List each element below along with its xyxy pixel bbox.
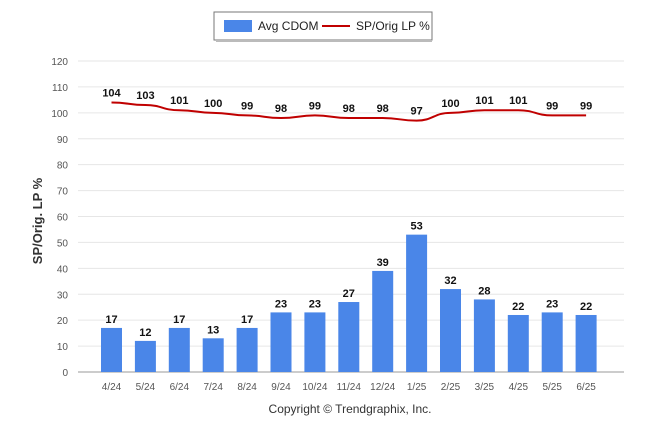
x-tick-label-6-24: 6/24 — [170, 382, 190, 393]
bar-8-24 — [236, 327, 258, 372]
bar-1-25 — [406, 234, 428, 372]
line-value-label-9-24: 98 — [275, 103, 287, 115]
y-tick-label-100: 100 — [51, 109, 68, 120]
bar-4-24 — [101, 327, 122, 372]
copyright-text: Copyright © Trendgraphix, Inc. — [269, 402, 432, 416]
bar-value-label-4-25: 22 — [512, 301, 524, 313]
bar-value-label-4-24: 17 — [105, 314, 117, 326]
bar-value-label-10-24: 23 — [309, 298, 321, 310]
line-sp-orig-lp — [111, 101, 587, 122]
bar-value-label-6-24: 17 — [173, 314, 185, 326]
bar-7-24 — [202, 338, 224, 372]
bar-value-label-3-25: 28 — [478, 285, 490, 297]
bar-value-label-5-25: 23 — [546, 298, 558, 310]
bar-value-label-1-25: 53 — [410, 221, 422, 233]
line-value-label-2-25: 100 — [441, 98, 459, 110]
bar-9-24 — [270, 312, 292, 372]
y-tick-label-90: 90 — [57, 135, 69, 146]
x-tick-label-8-24: 8/24 — [237, 382, 257, 393]
line-value-label-4-25: 101 — [509, 95, 527, 107]
bar-5-24 — [134, 340, 156, 372]
data-labels: 17 12 17 13 17 23 23 27 39 53 32 28 22 23 22 104 103 101 1… — [102, 87, 592, 338]
x-tick-label-7-24: 7/24 — [203, 382, 223, 393]
y-tick-label-0: 0 — [62, 368, 68, 379]
y-tick-label-70: 70 — [57, 187, 69, 198]
y-axis-title: SP/Orig. LP % — [30, 177, 45, 264]
x-tick-label-6-25: 6/25 — [576, 382, 596, 393]
legend-shadow — [216, 40, 432, 42]
y-tick-label-60: 60 — [57, 213, 69, 224]
line-value-label-11-24: 98 — [343, 103, 355, 115]
y-tick-label-80: 80 — [57, 161, 69, 172]
line-value-label-6-25: 99 — [580, 100, 592, 112]
y-tick-label-120: 120 — [51, 57, 68, 68]
y-tick-label-10: 10 — [57, 342, 69, 353]
y-tick-label-110: 110 — [52, 83, 68, 94]
bar-6-25 — [575, 314, 597, 372]
bar-11-24 — [338, 302, 360, 372]
line-value-label-5-24: 103 — [136, 90, 154, 102]
y-axis: 0 10 20 30 40 50 60 70 80 90 100 110 120 — [51, 57, 68, 379]
bar-value-label-9-24: 23 — [275, 298, 287, 310]
line-series — [111, 101, 587, 122]
x-axis: 4/24 5/24 6/24 7/24 8/24 9/24 10/24 11/24 12/24 1… — [102, 382, 597, 393]
y-tick-label-50: 50 — [57, 238, 69, 249]
x-tick-label-1-25: 1/25 — [407, 382, 427, 393]
x-tick-label-4-25: 4/25 — [509, 382, 529, 393]
bar-value-label-8-24: 17 — [241, 314, 253, 326]
line-value-label-4-24: 104 — [102, 87, 121, 99]
line-value-label-1-25: 97 — [410, 106, 422, 118]
bar-6-24 — [168, 327, 190, 372]
y-tick-label-20: 20 — [57, 316, 69, 327]
x-tick-label-4-24: 4/24 — [102, 382, 122, 393]
line-value-label-10-24: 99 — [309, 100, 321, 112]
bar-4-25 — [507, 314, 529, 372]
x-tick-label-5-24: 5/24 — [136, 382, 156, 393]
x-tick-label-5-25: 5/25 — [542, 382, 562, 393]
line-value-label-6-24: 101 — [170, 95, 188, 107]
legend: Avg CDOM SP/Orig LP % — [213, 11, 433, 42]
line-value-label-8-24: 99 — [241, 100, 253, 112]
x-tick-label-12-24: 12/24 — [370, 382, 395, 393]
bar-value-label-12-24: 39 — [377, 257, 389, 269]
legend-swatch-avg-cdom — [224, 20, 252, 32]
bar-value-label-2-25: 32 — [444, 275, 456, 287]
bar-12-24 — [372, 270, 394, 372]
bar-value-label-6-25: 22 — [580, 301, 592, 313]
bar-value-label-7-24: 13 — [207, 324, 219, 336]
x-tick-label-10-24: 10/24 — [302, 382, 327, 393]
y-tick-label-40: 40 — [57, 264, 69, 275]
line-value-label-7-24: 100 — [204, 98, 222, 110]
line-value-label-5-25: 99 — [546, 100, 558, 112]
y-tick-label-30: 30 — [57, 290, 69, 301]
x-tick-label-3-25: 3/25 — [475, 382, 495, 393]
line-value-label-3-25: 101 — [475, 95, 493, 107]
bar-5-25 — [541, 312, 563, 372]
bar-2-25 — [440, 289, 461, 372]
legend-label-avg-cdom: Avg CDOM — [258, 19, 318, 33]
legend-label-sp-orig-lp: SP/Orig LP % — [356, 19, 430, 33]
x-tick-label-9-24: 9/24 — [271, 382, 291, 393]
x-tick-label-2-25: 2/25 — [441, 382, 461, 393]
bars — [101, 234, 597, 372]
x-tick-label-11-24: 11/24 — [337, 382, 362, 393]
line-value-label-12-24: 98 — [377, 103, 389, 115]
bar-value-label-11-24: 27 — [343, 288, 355, 300]
bar-3-25 — [473, 299, 495, 372]
bar-value-label-5-24: 12 — [139, 327, 151, 339]
bar-10-24 — [304, 312, 326, 372]
